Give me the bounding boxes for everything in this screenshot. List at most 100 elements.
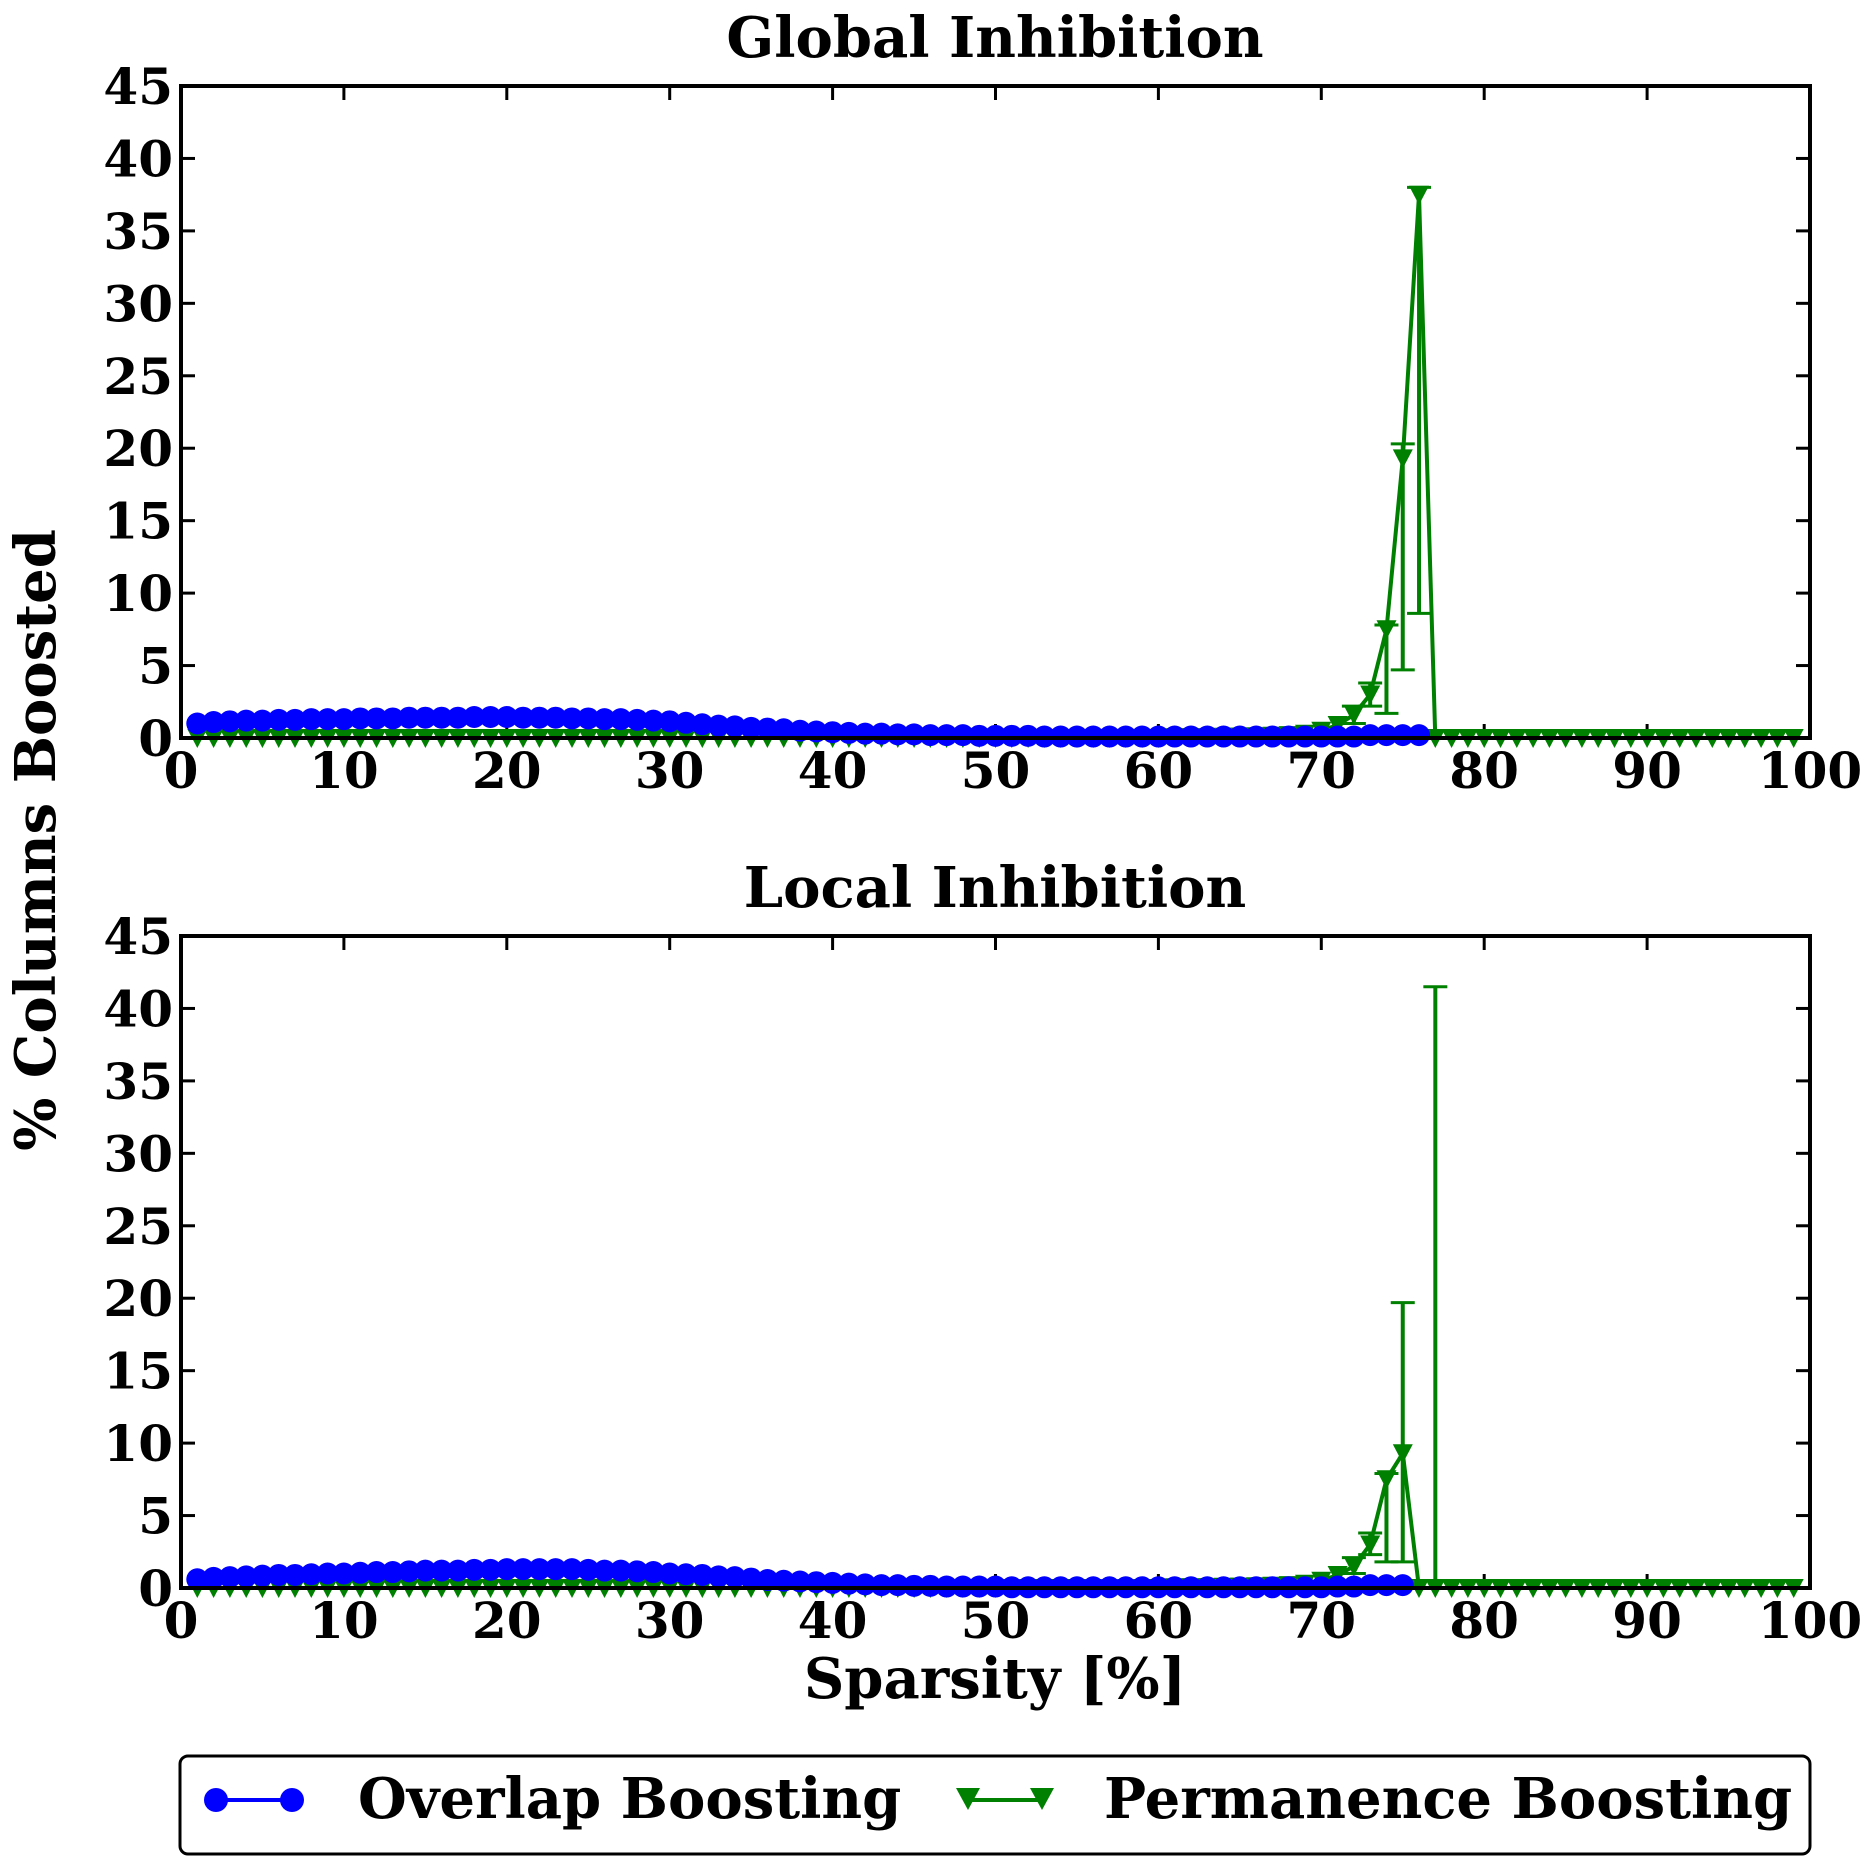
overlap-point (479, 705, 502, 728)
legend-permanence-label: Permanence Boosting (1104, 1766, 1792, 1832)
permanence-point (1327, 716, 1348, 735)
chart-title-local: Local Inhibition (744, 855, 1246, 921)
overlap-point (398, 1560, 421, 1583)
y-tick-label: 5 (138, 637, 173, 696)
overlap-point (218, 1566, 241, 1589)
y-tick-label: 0 (138, 1559, 173, 1618)
overlap-point (1017, 724, 1040, 747)
overlap-point (886, 1574, 909, 1597)
overlap-point (772, 718, 795, 741)
x-tick-label: 70 (1287, 1591, 1357, 1650)
overlap-point (577, 707, 600, 730)
x-tick-label: 20 (472, 1591, 542, 1650)
y-tick-label: 10 (103, 564, 173, 623)
y-tick-label: 30 (103, 274, 173, 333)
panel-local-inhibition: Local Inhibition 0 10 20 30 40 50 60 70 80 90 1000… (103, 855, 1862, 1650)
overlap-point (251, 709, 274, 732)
overlap-point (202, 711, 225, 734)
overlap-point (430, 1559, 453, 1582)
overlap-point (414, 706, 437, 729)
permanence-point (1376, 620, 1397, 640)
overlap-point (691, 713, 714, 736)
y-tick-label: 30 (103, 1124, 173, 1183)
axes-frame-global (179, 84, 1812, 740)
overlap-point (186, 1568, 209, 1591)
overlap-point (495, 705, 518, 728)
overlap-point (512, 706, 535, 729)
overlap-point (642, 709, 665, 732)
overlap-point (903, 1574, 926, 1597)
overlap-point (381, 1561, 404, 1584)
x-tick-label: 60 (1124, 741, 1194, 800)
overlap-point (723, 715, 746, 738)
permanence-point (1343, 705, 1364, 725)
overlap-point (756, 717, 779, 740)
x-tick-label: 40 (798, 741, 868, 800)
legend-overlap-label: Overlap Boosting (358, 1766, 901, 1832)
overlap-point (1391, 724, 1414, 747)
marks-local (186, 985, 1804, 1599)
overlap-point (919, 724, 942, 747)
overlap-point (186, 712, 209, 735)
legend-box (178, 1754, 1812, 1856)
overlap-point (658, 1562, 681, 1585)
y-tick-label: 35 (103, 1052, 173, 1111)
overlap-point (495, 1558, 518, 1581)
overlap-point (707, 714, 730, 737)
y-axis-label: % Columns Boosted (3, 529, 69, 1151)
permanence-series-line (197, 192, 1794, 740)
overlap-point (463, 705, 486, 728)
overlap-point (691, 1563, 714, 1586)
x-tick-label: 80 (1449, 1591, 1519, 1650)
overlap-point (512, 1558, 535, 1581)
overlap-point (658, 710, 681, 733)
overlap-point (446, 1559, 469, 1582)
overlap-point (609, 708, 632, 731)
x-tick-label: 90 (1612, 741, 1682, 800)
permanence-point (1376, 1470, 1397, 1490)
permanence-point (1392, 1444, 1413, 1464)
overlap-point (218, 710, 241, 733)
overlap-point (1375, 1574, 1398, 1597)
x-tick-label: 20 (472, 741, 542, 800)
x-tick-label: 40 (798, 1591, 868, 1650)
y-tick-label: 15 (103, 492, 173, 551)
overlap-point (560, 1558, 583, 1581)
x-tick-label: 10 (309, 1591, 379, 1650)
y-tick-label: 15 (103, 1342, 173, 1401)
overlap-point (642, 1561, 665, 1584)
overlap-point (332, 708, 355, 731)
overlap-point (528, 1558, 551, 1581)
overlap-point (235, 709, 258, 732)
ticks-local: 0 10 20 30 40 50 60 70 80 90 100 0 5 10 15 20 25 30 35 40 45 (103, 907, 1862, 1650)
y-tick-label: 45 (103, 57, 173, 116)
ticks-global: 0 10 20 30 40 50 60 70 80 90 100 0 5 10 15 20 25 30 35 40 45 (103, 57, 1862, 800)
y-tick-label: 10 (103, 1414, 173, 1473)
x-axis-label: Sparsity [%] (804, 1646, 1186, 1712)
x-tick-label: 80 (1449, 741, 1519, 800)
overlap-point (316, 708, 339, 731)
chart-title-global: Global Inhibition (726, 5, 1263, 71)
overlap-point (316, 1562, 339, 1585)
marks-global (186, 185, 1804, 748)
x-tick-label: 0 (164, 741, 199, 800)
overlap-point (267, 708, 290, 731)
overlap-point (1359, 724, 1382, 747)
x-tick-label: 50 (961, 741, 1031, 800)
overlap-point (284, 708, 307, 731)
overlap-point (300, 708, 323, 731)
overlap-point (365, 1561, 388, 1584)
overlap-point (919, 1574, 942, 1597)
overlap-point (446, 706, 469, 729)
overlap-point (609, 1559, 632, 1582)
overlap-point (528, 706, 551, 729)
axes-frame-local (179, 934, 1812, 1590)
overlap-point (332, 1562, 355, 1585)
x-tick-label: 90 (1612, 1591, 1682, 1650)
overlap-point (381, 707, 404, 730)
overlap-point (414, 1559, 437, 1582)
overlap-point (267, 1563, 290, 1586)
x-tick-label: 30 (635, 741, 705, 800)
x-tick-label: 0 (164, 1591, 199, 1650)
overlap-point (1408, 724, 1431, 747)
